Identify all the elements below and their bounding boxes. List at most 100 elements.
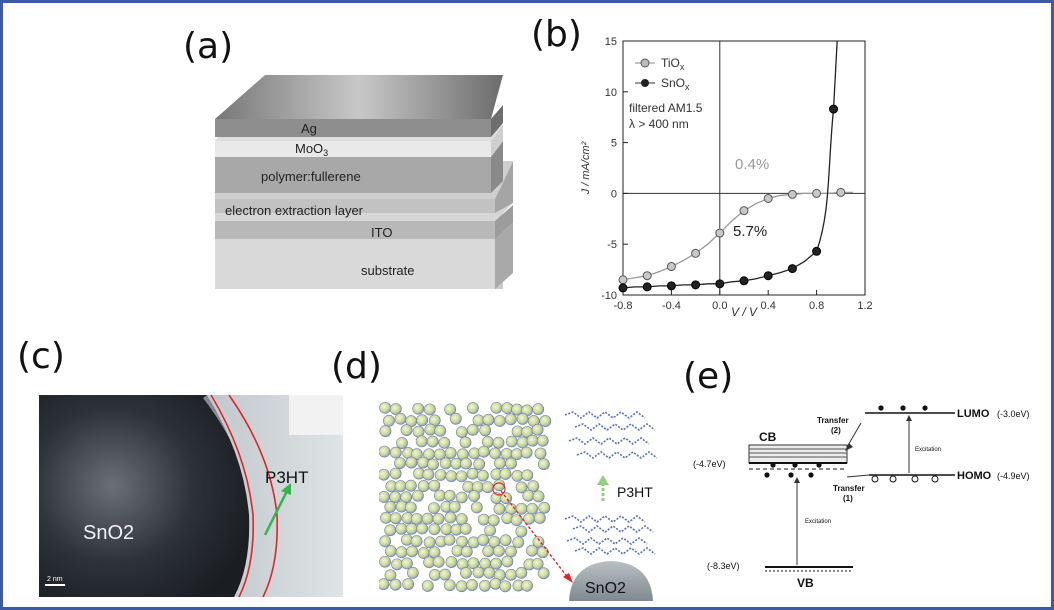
- lattice-sphere: [521, 469, 534, 482]
- efficiency-snox: 5.7%: [733, 223, 767, 240]
- efficiency-tiox: 0.4%: [735, 156, 769, 173]
- lattice-sphere: [494, 457, 506, 470]
- lattice-sphere: [410, 512, 423, 525]
- panel-b-label: (b): [531, 14, 582, 55]
- layer-label-polymer-fullerene: polymer:fullerene: [261, 169, 361, 184]
- data-point-snox: [715, 279, 725, 289]
- layer-label-ag: Ag: [301, 121, 317, 136]
- lattice-sphere: [531, 423, 544, 436]
- layer-label-substrate: substrate: [361, 263, 414, 278]
- lattice-sphere: [445, 470, 458, 483]
- series-line-snox: [622, 40, 838, 289]
- lattice-sphere: [412, 489, 424, 502]
- ag-layer: [215, 119, 491, 137]
- lattice-sphere: [383, 414, 395, 427]
- lattice-sphere: [379, 535, 392, 548]
- data-point-tiox: [812, 188, 822, 198]
- lattice-sphere: [444, 447, 457, 459]
- lattice-sphere: [444, 403, 457, 416]
- lattice-sphere: [526, 434, 539, 447]
- lattice-sphere: [487, 514, 500, 527]
- lattice-sphere: [523, 512, 536, 525]
- lattice-sphere: [405, 522, 418, 535]
- electron-extraction-layer: [215, 199, 495, 213]
- lattice-sphere: [443, 533, 456, 546]
- data-point-tiox: [787, 189, 797, 199]
- lattice-sphere: [479, 579, 491, 592]
- lattice-sphere: [526, 502, 539, 515]
- lattice-sphere: [492, 436, 505, 449]
- data-point-snox: [812, 246, 822, 256]
- lattice-sphere: [470, 501, 483, 514]
- data-point-tiox: [618, 275, 628, 285]
- lattice-sphere: [401, 533, 413, 546]
- lattice-sphere: [467, 423, 479, 436]
- lattice-sphere: [499, 534, 512, 547]
- polymer-chain: [572, 525, 654, 533]
- data-point-snox: [829, 104, 839, 114]
- device-stack-diagram: Ag MoO3 polymer:fullerene electron extra…: [215, 75, 513, 289]
- outer-boundary-line: [228, 395, 279, 597]
- lattice-sphere: [445, 556, 458, 568]
- zoom-pointer: [500, 490, 570, 580]
- lattice-sphere: [379, 445, 391, 458]
- sno2-lattice: [379, 401, 552, 593]
- lattice-sphere: [416, 522, 429, 535]
- lattice-sphere: [467, 402, 479, 414]
- lattice-sphere: [416, 414, 429, 427]
- lattice-sphere: [490, 557, 503, 570]
- lattice-sphere: [389, 467, 402, 480]
- transfer-1-label: Transfer: [833, 484, 865, 493]
- data-point-tiox: [715, 228, 725, 238]
- lattice-sphere: [423, 536, 436, 549]
- lattice-sphere: [439, 457, 452, 470]
- lattice-sphere: [537, 567, 550, 580]
- lattice-sphere: [428, 502, 440, 514]
- transfer-1-number: (1): [843, 494, 853, 503]
- data-point-snox: [787, 264, 797, 274]
- legend-marker-tiox: [640, 58, 650, 68]
- annotation-wavelength: λ > 400 nm: [629, 117, 689, 131]
- p3ht-arrow: [263, 490, 289, 536]
- lattice-sphere: [472, 566, 485, 579]
- lattice-sphere: [460, 457, 472, 470]
- inner-boundary-line: [210, 395, 255, 597]
- lattice-sphere: [473, 458, 486, 471]
- lattice-sphere: [410, 448, 423, 461]
- lumo-label: LUMO: [957, 408, 990, 420]
- lattice-sphere: [477, 469, 489, 482]
- lattice-sphere: [477, 445, 490, 458]
- panel-e-label: (e): [683, 356, 734, 397]
- lattice-sphere: [440, 523, 453, 536]
- layer-label-moo3: MoO3: [295, 141, 328, 158]
- lattice-sphere: [455, 426, 468, 439]
- lattice-sphere: [515, 566, 528, 579]
- lattice-sphere: [532, 403, 545, 416]
- p3ht-chains: [564, 411, 658, 555]
- moo3-layer: [215, 141, 491, 157]
- x-tick-label: -0.8: [614, 300, 633, 312]
- lattice-sphere: [515, 525, 528, 538]
- x-tick-label: 1.2: [857, 300, 872, 312]
- lattice-sphere: [433, 489, 446, 502]
- tem-image: P3HT SnO2 2 nm: [39, 395, 343, 597]
- lattice-sphere: [396, 437, 408, 449]
- data-point-snox: [739, 276, 749, 286]
- energy-level-diagram: CB (-4.7eV) VB (-8.3eV) Excitation LUMO …: [693, 405, 1030, 590]
- lattice-sphere: [501, 402, 514, 414]
- lattice-sphere: [489, 447, 502, 460]
- polymer-chain: [564, 411, 646, 419]
- legend-label-tiox: TiOx: [661, 56, 685, 72]
- lattice-sphere: [379, 491, 390, 503]
- ito-layer: [215, 221, 495, 239]
- transfer-2-label: Transfer: [817, 416, 849, 425]
- lattice-sphere: [467, 557, 480, 570]
- lattice-sphere: [428, 479, 441, 492]
- lattice-sphere: [427, 458, 439, 471]
- lattice-sphere: [536, 434, 549, 447]
- excitation-label-right: Excitation: [915, 447, 941, 453]
- lattice-sphere: [389, 512, 402, 525]
- homo-label: HOMO: [957, 470, 992, 482]
- sno2-label: SnO2: [83, 522, 134, 544]
- lattice-sphere: [394, 412, 407, 425]
